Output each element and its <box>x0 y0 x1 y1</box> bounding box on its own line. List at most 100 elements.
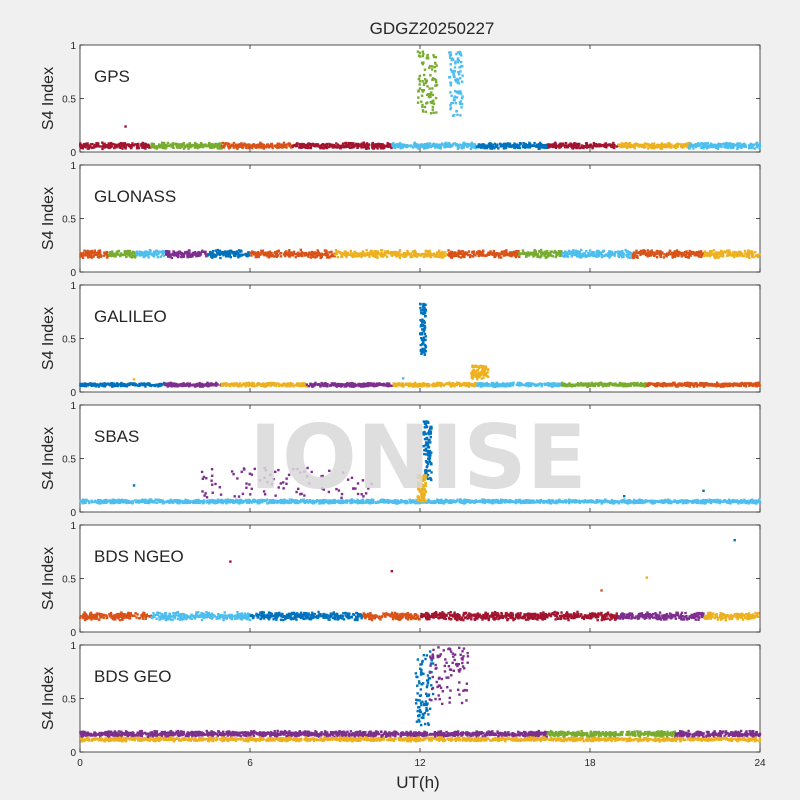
data-point <box>201 384 205 388</box>
data-point <box>459 252 463 255</box>
data-point <box>311 252 315 255</box>
data-point <box>629 383 632 386</box>
data-point <box>147 383 150 386</box>
data-point <box>385 382 388 385</box>
data-point <box>597 254 601 257</box>
data-point <box>152 143 156 147</box>
data-point <box>431 99 434 103</box>
data-point <box>689 251 692 254</box>
data-point <box>79 143 83 147</box>
data-point <box>556 144 560 148</box>
data-point <box>126 252 129 255</box>
data-point <box>367 254 371 257</box>
data-point <box>521 252 525 255</box>
data-point <box>683 254 686 257</box>
data-point <box>318 144 321 148</box>
data-point <box>447 142 451 145</box>
data-point <box>187 145 191 148</box>
data-point <box>316 249 319 252</box>
data-point <box>299 253 302 257</box>
data-point <box>214 145 217 148</box>
data-point <box>270 251 273 255</box>
data-point <box>570 254 574 258</box>
data-point <box>719 144 722 148</box>
data-point <box>717 142 721 146</box>
data-point <box>355 142 358 146</box>
data-point <box>87 252 90 255</box>
data-point <box>671 254 674 257</box>
data-point <box>102 254 106 257</box>
data-point <box>499 384 502 387</box>
data-point <box>227 142 231 146</box>
data-point <box>540 146 544 149</box>
data-point <box>751 146 754 149</box>
data-point <box>306 145 309 148</box>
data-point <box>666 252 669 255</box>
data-point <box>406 251 409 255</box>
data-point <box>149 249 152 252</box>
data-point <box>373 143 376 147</box>
data-point <box>200 250 204 254</box>
data-point <box>628 144 632 147</box>
data-point <box>646 249 650 252</box>
data-point <box>434 70 437 73</box>
data-point <box>555 252 558 256</box>
data-point <box>470 143 473 146</box>
data-point <box>110 250 113 254</box>
data-point <box>458 252 461 255</box>
data-point <box>506 142 510 145</box>
data-point <box>129 146 133 150</box>
data-point <box>350 252 353 255</box>
data-point <box>571 144 575 147</box>
data-point <box>589 145 593 148</box>
data-point <box>211 249 215 253</box>
data-point <box>423 383 426 386</box>
data-point <box>603 254 606 257</box>
y-axis-label: S4 Index <box>40 67 57 130</box>
data-point <box>658 145 662 148</box>
data-point <box>429 112 433 115</box>
data-point <box>234 383 237 387</box>
data-point <box>197 383 200 386</box>
data-point <box>205 383 208 387</box>
data-point <box>412 253 416 256</box>
data-point <box>382 144 385 148</box>
data-point <box>260 144 263 148</box>
data-point <box>364 252 368 256</box>
data-point <box>79 146 83 150</box>
data-point <box>579 381 583 385</box>
data-point <box>448 144 451 147</box>
data-point <box>92 145 96 149</box>
data-point <box>604 142 607 145</box>
data-point <box>748 256 751 260</box>
data-point <box>307 255 310 258</box>
data-point <box>452 72 455 75</box>
data-point <box>643 145 646 148</box>
data-point <box>226 145 230 148</box>
data-point <box>364 254 367 257</box>
data-point <box>395 384 398 388</box>
data-point <box>620 252 624 256</box>
data-point <box>439 255 442 259</box>
data-point <box>497 147 500 150</box>
data-point <box>733 253 737 257</box>
data-point <box>421 105 424 109</box>
data-point <box>247 254 251 257</box>
data-point <box>123 142 127 145</box>
data-point <box>122 384 126 388</box>
data-point <box>584 255 588 258</box>
data-point <box>624 141 628 145</box>
data-point <box>155 147 159 150</box>
data-point <box>109 145 113 149</box>
data-point <box>314 252 317 255</box>
data-point <box>575 250 578 254</box>
data-point <box>333 383 337 386</box>
data-point <box>229 255 232 259</box>
data-point <box>395 145 398 148</box>
data-point <box>316 143 320 146</box>
data-point <box>166 144 170 147</box>
data-point <box>751 250 754 253</box>
data-point <box>246 383 249 387</box>
data-point <box>291 145 295 148</box>
data-point <box>703 250 707 253</box>
